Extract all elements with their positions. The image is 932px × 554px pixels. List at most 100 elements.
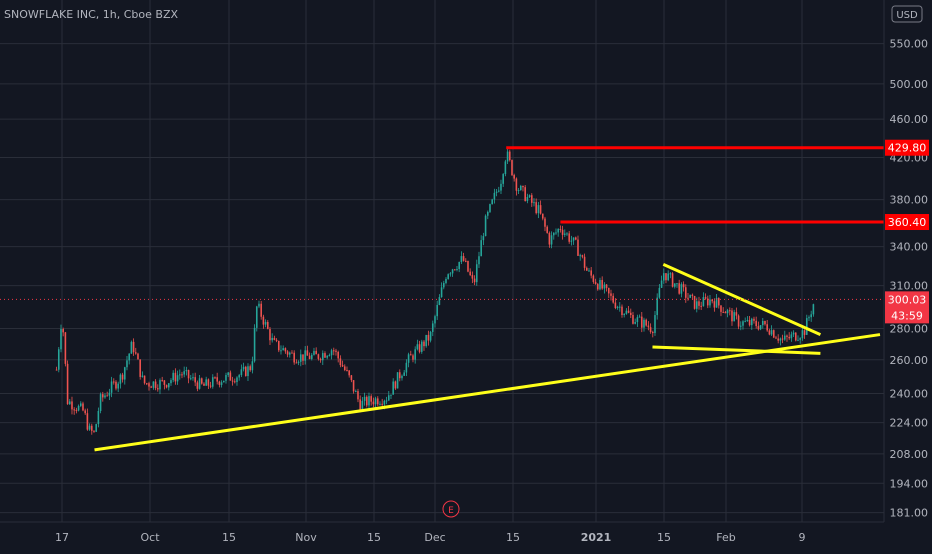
time-tick-label: 15	[367, 531, 381, 544]
candle-body	[528, 195, 531, 198]
price-tick-label: 550.00	[890, 38, 929, 51]
candle-body	[363, 396, 366, 401]
candle-body	[313, 350, 315, 355]
candle-body	[599, 279, 601, 290]
candle-body	[436, 304, 438, 317]
candle-body	[271, 337, 273, 341]
candle-body	[357, 391, 359, 400]
candle-body	[731, 310, 733, 322]
candle-body	[566, 233, 568, 235]
candle-body	[610, 293, 612, 296]
candle-body	[183, 371, 185, 375]
candle-body	[130, 341, 133, 354]
candle-body	[700, 305, 702, 307]
price-tick-label: 181.00	[890, 507, 929, 520]
currency-label: USD	[896, 10, 918, 21]
candle-body	[662, 273, 665, 281]
candle-body	[491, 199, 493, 205]
candle-body	[99, 394, 102, 411]
candle-body	[550, 235, 553, 245]
candle-body	[544, 218, 546, 227]
candle-body	[724, 311, 727, 314]
candle-body	[500, 183, 502, 191]
candle-body	[684, 287, 687, 298]
candle-body	[495, 191, 498, 193]
time-tick-label: Dec	[424, 531, 445, 544]
candle-body	[753, 318, 755, 321]
candle-body	[255, 306, 258, 328]
candle-body	[354, 391, 357, 393]
candle-body	[398, 372, 401, 379]
price-tick-label: 280.00	[890, 323, 929, 336]
price-axis[interactable]	[884, 0, 932, 550]
candle-body	[425, 334, 427, 347]
candle-body	[185, 370, 188, 372]
candle-body	[282, 348, 284, 351]
candle-body	[220, 382, 223, 385]
candle-body	[691, 294, 694, 296]
candle-body	[471, 275, 474, 279]
candle-body	[803, 330, 806, 335]
time-tick-label: Feb	[716, 531, 735, 544]
trendline[interactable]	[652, 345, 821, 355]
price-tick-label: 340.00	[890, 241, 929, 254]
candle-body	[645, 319, 647, 326]
candle-body	[170, 380, 172, 384]
candle-body	[625, 310, 628, 314]
candle-body	[326, 355, 328, 358]
candle-body	[440, 287, 443, 298]
price-tick-label: 240.00	[890, 388, 929, 401]
candle-body	[537, 205, 540, 214]
candle-body	[478, 256, 480, 265]
candle-body	[596, 284, 599, 290]
candle-body	[262, 316, 265, 325]
candle-body	[526, 197, 529, 202]
trendline[interactable]	[94, 333, 881, 452]
candle-body	[581, 255, 584, 257]
candle-body	[484, 215, 487, 237]
price-tick-label: 380.00	[890, 194, 929, 207]
candle-body	[172, 372, 174, 381]
candle-body	[632, 314, 634, 324]
price-tick-label: 224.00	[890, 417, 929, 430]
candle-body	[163, 380, 166, 385]
candle-body	[579, 255, 581, 257]
candle-body	[783, 335, 786, 340]
candle-body	[154, 381, 157, 389]
candle-body	[698, 301, 700, 306]
candle-body	[321, 353, 324, 361]
candle-body	[365, 396, 368, 406]
candle-body	[350, 375, 353, 381]
candle-body	[145, 383, 148, 385]
candle-body	[660, 280, 663, 288]
time-axis[interactable]	[0, 522, 884, 550]
candle-body	[112, 381, 115, 383]
earnings-marker[interactable]: E	[442, 500, 460, 518]
candle-body	[808, 317, 810, 319]
candle-body	[449, 273, 452, 275]
currency-button[interactable]: USD	[891, 5, 923, 23]
resistance-lines	[506, 146, 884, 224]
candle-body	[511, 160, 513, 176]
candle-body	[227, 372, 229, 376]
candle-body	[236, 377, 238, 383]
candle-body	[412, 355, 414, 360]
candle-body	[71, 401, 73, 410]
candle-body	[733, 312, 735, 322]
candle-body	[84, 410, 86, 414]
candle-body	[715, 298, 718, 308]
candle-body	[167, 383, 170, 388]
time-axis-ticks: 17 Oct 15 Nov 15 Dec 15 2021 15 Feb 9	[55, 531, 806, 544]
candle-body	[335, 350, 337, 352]
candle-body	[110, 381, 113, 393]
trendline[interactable]	[662, 262, 822, 336]
candle-body	[431, 323, 434, 332]
candle-body	[403, 372, 405, 376]
candle-body	[139, 359, 141, 377]
candle-body	[310, 354, 313, 359]
candle-body	[759, 325, 762, 330]
candle-body	[291, 352, 293, 354]
